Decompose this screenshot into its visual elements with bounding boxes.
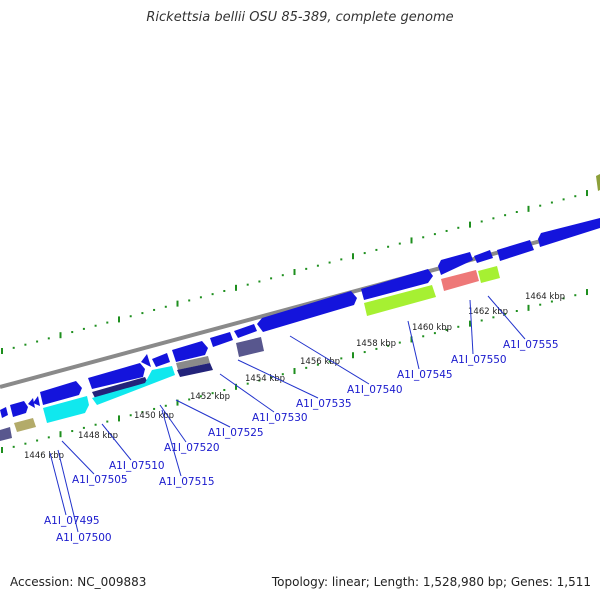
kbp-tick-label: 1452 kbp [190, 392, 230, 402]
gene-leader-line [487, 295, 526, 340]
gene-label[interactable]: A1I_07540 [347, 384, 403, 396]
gene-leader-line [49, 452, 67, 516]
outer-track-ticks [1, 190, 588, 354]
feature-navy-2[interactable] [177, 363, 213, 377]
gene-label[interactable]: A1I_07520 [164, 442, 220, 454]
gene-arrow-14[interactable] [438, 252, 473, 275]
gene-label[interactable]: A1I_07510 [109, 460, 165, 472]
feature-salmon-1[interactable] [441, 270, 479, 291]
kbp-tick-label: 1462 kbp [468, 307, 508, 317]
gene-label[interactable]: A1I_07535 [296, 398, 352, 410]
topology-summary: Topology: linear; Length: 1,528,980 bp; … [271, 575, 591, 589]
gene-leader-line [219, 373, 275, 413]
gene-leader-line [469, 299, 474, 355]
feature-slate-1[interactable] [0, 427, 12, 441]
gene-leader-line [237, 359, 319, 399]
gene-leader-line [289, 335, 370, 385]
kbp-tick-label: 1460 kbp [412, 323, 452, 333]
kbp-tick-label: 1464 kbp [525, 292, 565, 302]
gene-leader-line [159, 404, 187, 443]
gene-leader-line [101, 423, 132, 461]
gene-leader-line [161, 409, 182, 477]
feature-khaki-1[interactable] [14, 418, 36, 432]
gene-arrow-11[interactable] [234, 324, 257, 338]
feature-track [0, 174, 600, 441]
feature-navy-1[interactable] [92, 377, 148, 398]
gene-labels: A1I_07495 A1I_07500 A1I_07505 A1I_07510 A1I_… [44, 339, 559, 544]
gene-arrow-7[interactable] [141, 354, 151, 367]
gene-leader-lines [49, 295, 526, 533]
gene-label[interactable]: A1I_07505 [72, 474, 128, 486]
gene-label[interactable]: A1I_07515 [159, 476, 215, 488]
kbp-tick-label: 1446 kbp [24, 451, 64, 461]
gene-leader-line [61, 440, 95, 475]
gene-arrow-17[interactable] [538, 218, 600, 247]
gene-label[interactable]: A1I_07525 [208, 427, 264, 439]
kbp-tick-label: 1456 kbp [300, 357, 340, 367]
gene-label[interactable]: A1I_07495 [44, 515, 100, 527]
gene-arrow-1[interactable] [0, 407, 8, 418]
gene-leader-line [57, 449, 79, 533]
gene-arrow-12[interactable] [257, 291, 357, 332]
accession-label: Accession: NC_009883 [10, 575, 147, 589]
gene-arrow-8[interactable] [152, 353, 170, 367]
gene-label[interactable]: A1I_07530 [252, 412, 308, 424]
feature-slate-2[interactable] [236, 337, 264, 357]
gene-leader-line [407, 320, 420, 370]
gene-arrow-6[interactable] [88, 363, 145, 389]
map-title: Rickettsia bellii OSU 85-389, complete g… [146, 10, 454, 25]
gene-arrow-10[interactable] [210, 332, 233, 347]
gene-label[interactable]: A1I_07500 [56, 532, 112, 544]
feature-lime-1[interactable] [364, 285, 436, 316]
gene-arrow-4[interactable] [33, 396, 40, 406]
feature-gray-1[interactable] [176, 356, 210, 370]
inner-track-ticks [1, 289, 588, 453]
kbp-tick-label: 1450 kbp [134, 411, 174, 421]
gene-leader-line [175, 399, 231, 428]
gene-label[interactable]: A1I_07555 [503, 339, 559, 351]
kbp-tick-label: 1448 kbp [78, 431, 118, 441]
gene-arrow-3[interactable] [28, 398, 35, 408]
gene-arrow-16[interactable] [497, 240, 534, 261]
gene-label[interactable]: A1I_07550 [451, 354, 507, 366]
gene-arrow-15[interactable] [474, 250, 493, 263]
gene-arrow-9[interactable] [172, 341, 208, 362]
feature-cyan-1[interactable] [43, 396, 89, 423]
feature-cyan-2[interactable] [92, 366, 175, 405]
gene-arrow-2[interactable] [10, 401, 28, 417]
gene-label[interactable]: A1I_07545 [397, 369, 453, 381]
feature-olive-edge[interactable] [596, 174, 600, 191]
kbp-tick-labels: 1446 kbp 1448 kbp 1450 kbp 1452 kbp 1454 kbp… [24, 292, 565, 461]
gene-arrow-13[interactable] [361, 269, 433, 300]
feature-lime-2[interactable] [478, 266, 500, 283]
kbp-tick-label: 1458 kbp [356, 339, 396, 349]
gene-arrow-5[interactable] [40, 381, 82, 405]
kbp-tick-label: 1454 kbp [245, 374, 285, 384]
